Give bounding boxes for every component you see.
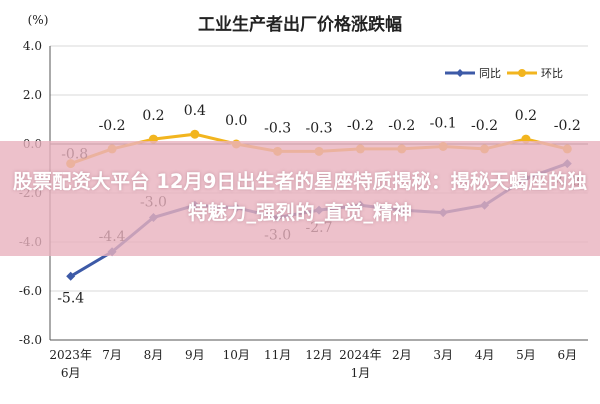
data-label: -0.2 xyxy=(388,118,415,134)
x-tick-label: 2月 xyxy=(392,348,412,362)
x-tick-label: 12月 xyxy=(305,348,332,362)
x-tick-label: 2024年 xyxy=(339,348,382,362)
x-tick-label: 8月 xyxy=(144,348,164,362)
data-label: -0.3 xyxy=(306,120,333,136)
x-tick-label: 6月 xyxy=(61,366,81,380)
y-tick-label: -6.0 xyxy=(19,284,42,298)
x-tick-label: 11月 xyxy=(264,348,291,362)
chart-title: 工业生产者出厂价格涨跌幅 xyxy=(198,14,402,35)
legend-label: 同比 xyxy=(479,67,501,80)
data-label: 0.2 xyxy=(515,108,537,124)
legend-label: 环比 xyxy=(541,67,563,80)
data-label: -0.3 xyxy=(264,120,291,136)
y-tick-label: 4.0 xyxy=(23,39,42,53)
data-label: 0.4 xyxy=(184,103,206,119)
data-point xyxy=(190,129,200,139)
x-tick-label: 10月 xyxy=(223,348,250,362)
x-tick-label: 5月 xyxy=(516,348,536,362)
x-tick-label: 7月 xyxy=(102,348,122,362)
data-label: -0.2 xyxy=(471,118,498,134)
overlay-text: 股票配资大平台 12月9日出生者的星座特质揭秘：揭秘天蝎座的独特魅力_强烈的_直… xyxy=(13,170,587,224)
y-tick-label: -8.0 xyxy=(19,333,42,347)
data-label: -0.2 xyxy=(347,118,374,134)
x-tick-label: 6月 xyxy=(557,348,577,362)
y-axis-unit: (%) xyxy=(28,13,49,27)
x-tick-label: 2023年 xyxy=(49,348,92,362)
data-label: -0.2 xyxy=(99,118,126,134)
legend-marker xyxy=(456,69,464,77)
x-tick-label: 1月 xyxy=(351,366,371,380)
data-label: 0.0 xyxy=(225,113,247,129)
x-tick-label: 3月 xyxy=(433,348,453,362)
data-label: -0.2 xyxy=(554,118,581,134)
x-tick-label: 9月 xyxy=(185,348,205,362)
data-label: -5.4 xyxy=(57,290,84,306)
overlay-banner xyxy=(0,141,600,256)
x-tick-label: 4月 xyxy=(475,348,495,362)
legend-marker xyxy=(518,69,526,77)
data-label: 0.2 xyxy=(142,108,164,124)
data-label: -0.1 xyxy=(430,115,457,131)
y-tick-label: 2.0 xyxy=(23,88,42,102)
data-point xyxy=(66,271,76,281)
